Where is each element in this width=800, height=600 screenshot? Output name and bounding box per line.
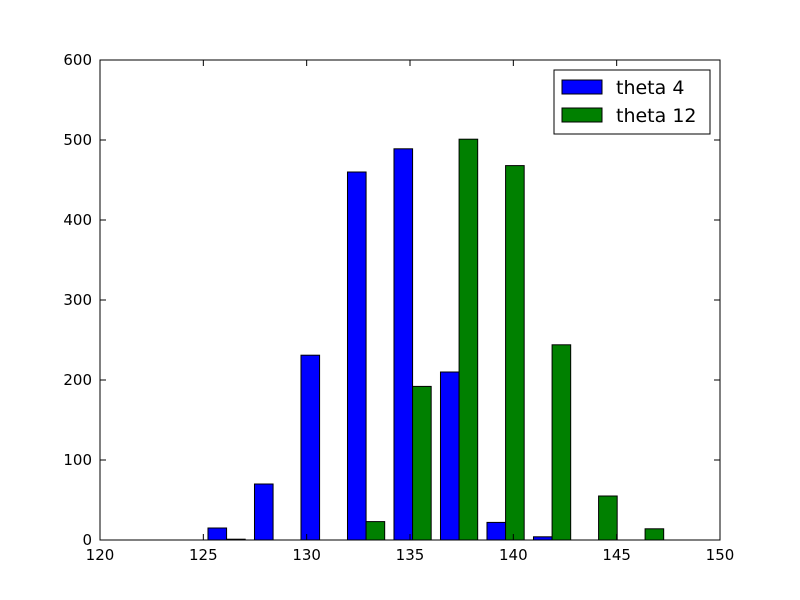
bar-theta-4-0 (207, 527, 228, 541)
bar-theta-4-3 (346, 171, 367, 541)
bar-theta-12-5 (458, 138, 479, 541)
x-tick-label: 120 (86, 546, 115, 564)
bar-theta-12-9 (644, 528, 665, 541)
legend-label: theta 4 (616, 77, 684, 99)
bar-theta-4-4 (393, 148, 414, 541)
y-tick-label: 300 (63, 291, 92, 309)
y-tick-label: 100 (63, 451, 92, 469)
bar-theta-12-7 (551, 344, 572, 541)
x-tick-label: 150 (706, 546, 735, 564)
y-tick-label: 500 (63, 131, 92, 149)
legend: theta 4 theta 12 (553, 69, 711, 135)
legend-swatch (561, 79, 603, 95)
legend-label: theta 12 (616, 105, 697, 127)
bar-theta-12-3 (365, 521, 386, 541)
plot-frame (99, 59, 721, 541)
y-tick-label: 0 (82, 531, 92, 549)
y-tick-label: 400 (63, 211, 92, 229)
x-tick-label: 130 (292, 546, 321, 564)
x-tick-label: 135 (396, 546, 425, 564)
x-tick-label: 125 (189, 546, 218, 564)
bar-theta-4-1 (253, 483, 274, 541)
y-tick-label: 200 (63, 371, 92, 389)
legend-swatch (561, 107, 603, 123)
y-tick-label: 600 (63, 51, 92, 69)
bar-theta-4-2 (300, 354, 321, 541)
bar-theta-4-5 (439, 371, 460, 541)
x-tick-label: 145 (602, 546, 631, 564)
bar-theta-4-6 (486, 521, 507, 541)
bar-theta-12-6 (505, 165, 525, 541)
x-tick-label: 140 (499, 546, 528, 564)
ticks-group: 120 125 130 135 140 145 150 0 100 200 300 400 500 600 (63, 51, 734, 564)
bar-theta-12-4 (412, 385, 432, 541)
bars-group (207, 138, 665, 541)
bar-theta-12-8 (598, 495, 618, 541)
